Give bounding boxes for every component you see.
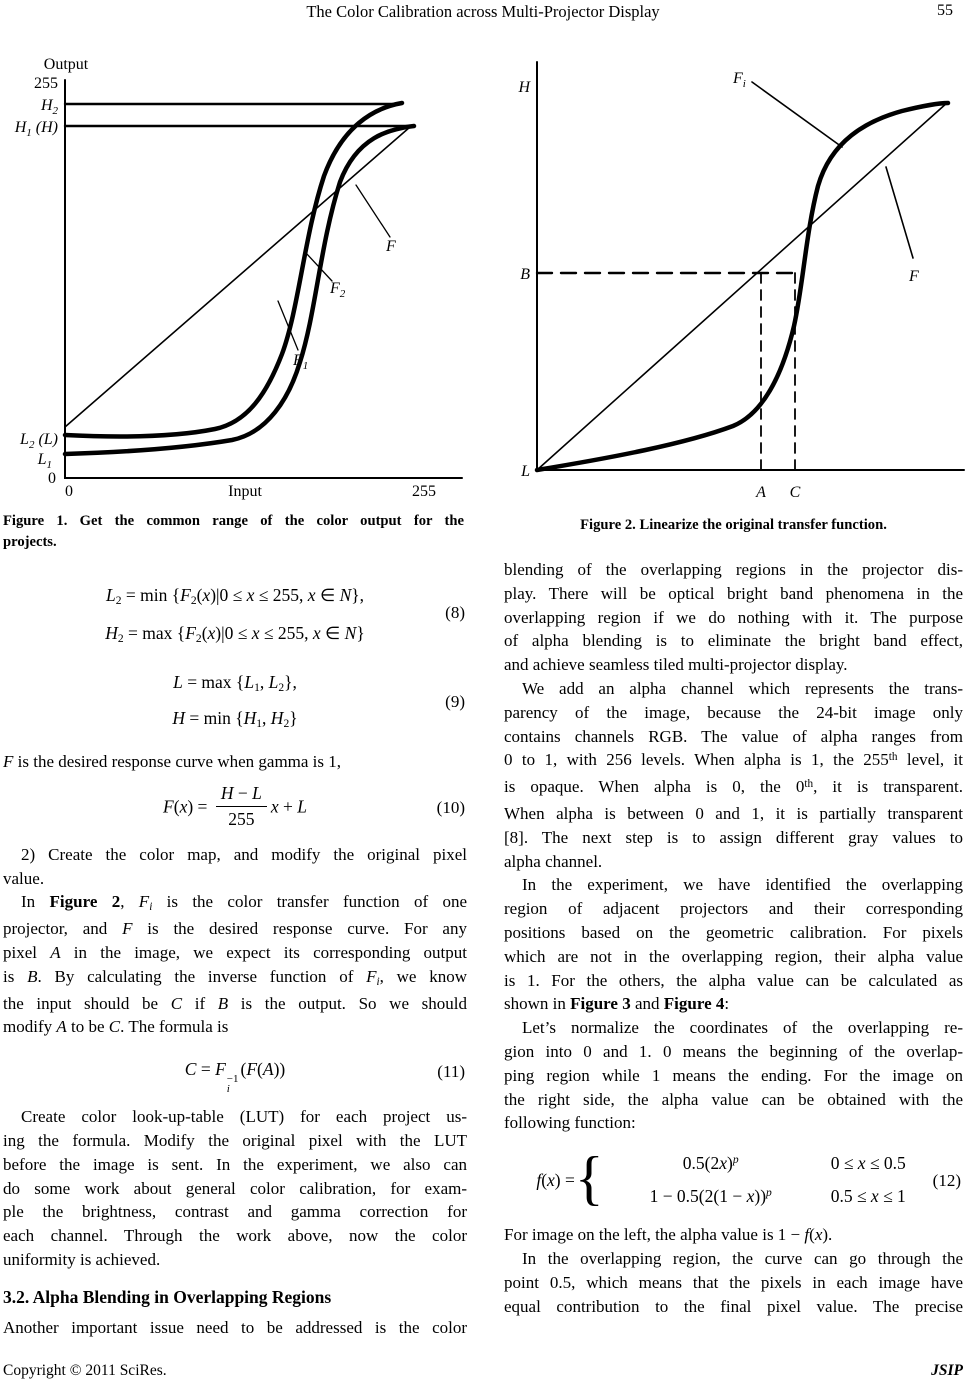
fig1-pointer-f2 bbox=[305, 252, 333, 282]
fig1-ytick-0: 0 bbox=[48, 470, 56, 487]
fig2-curve-fi bbox=[534, 100, 951, 473]
equation-11-pre: C = F bbox=[184, 1059, 226, 1080]
fig2-label-h: H bbox=[517, 79, 531, 96]
page-title: The Color Calibration across Multi-Proje… bbox=[306, 2, 660, 21]
equation-9-line-1: L = max {L1, L2}, bbox=[173, 672, 297, 695]
equation-9-number: (9) bbox=[445, 692, 465, 712]
equation-11-post: (F(A)) bbox=[240, 1059, 286, 1080]
page-number: 55 bbox=[937, 2, 953, 19]
fig2-pointer-fi bbox=[751, 81, 843, 148]
fig2-label-a: A bbox=[755, 484, 766, 501]
fig1-pointer-f bbox=[355, 184, 391, 238]
equation-10-lhs: F(x) = bbox=[163, 796, 212, 817]
paragraph-lut: Create color look-up-table (LUT) for eac… bbox=[3, 1107, 467, 1269]
equation-9: L = max {L1, L2}, H = min {H1, H2} (9) bbox=[3, 666, 467, 738]
equation-12-number: (12) bbox=[932, 1171, 961, 1191]
equation-9-line-2: H = min {H1, H2} bbox=[172, 708, 298, 731]
section-heading-3-2: 3.2. Alpha Blending in Overlapping Regio… bbox=[3, 1286, 332, 1307]
fig1-label-h2: H2 bbox=[40, 97, 59, 117]
fig2-label-fi: Fi bbox=[732, 70, 746, 90]
paragraph-gamma: F is the desired response curve when gam… bbox=[3, 752, 342, 771]
paragraph-normalize: Let’s normalize the coordinates of the o… bbox=[504, 1018, 963, 1133]
equation-12-case-2: 1 − 0.5(2(1 − x))p 0.5 ≤ x ≤ 1 bbox=[649, 1186, 906, 1207]
fig1-label-f2: F2 bbox=[329, 280, 346, 300]
equation-12: f(x) = { 0.5(2x)p 0 ≤ x ≤ 0.5 1 − 0.5(2(1… bbox=[504, 1148, 963, 1214]
fig2-line-f bbox=[536, 101, 949, 471]
paragraph-blending: blending of the overlapping regions in t… bbox=[504, 560, 963, 675]
fig2-label-f: F bbox=[908, 268, 919, 285]
paragraph-left-image-alpha: For image on the left, the alpha value i… bbox=[504, 1225, 833, 1245]
paragraph-experiment: In the experiment, we have identified th… bbox=[504, 875, 963, 1014]
equation-8: L2 = min {F2(x)|0 ≤ x ≤ 255, x ∈ N}, H2 … bbox=[3, 572, 467, 654]
equation-12-lhs: f(x) = bbox=[536, 1170, 575, 1191]
equation-8-number: (8) bbox=[445, 603, 465, 623]
fig2-label-c: C bbox=[790, 484, 801, 501]
equation-10-number: (10) bbox=[436, 798, 465, 818]
paragraph-alpha-channel: We add an alpha channel which represents… bbox=[504, 678, 963, 871]
paragraph-figure-2-explanation: In Figure 2, Fi is the color transfer fu… bbox=[3, 892, 467, 1037]
equation-10: F(x) = H − L 255 x + L (10) bbox=[3, 783, 467, 834]
fig2-axes bbox=[536, 61, 965, 471]
fig1-label-h1: H1 (H) bbox=[14, 119, 58, 139]
fig1-xlabel: Input bbox=[228, 483, 262, 500]
fig1-line-f bbox=[64, 126, 411, 428]
paragraph-another-issue: Another important issue need to be addre… bbox=[3, 1317, 467, 1337]
fig1-label-l2: L2 (L) bbox=[19, 431, 58, 451]
fig1-pointer-f1 bbox=[277, 300, 299, 351]
fig1-xtick-255: 255 bbox=[412, 483, 436, 500]
left-column: L2 = min {F2(x)|0 ≤ x ≤ 255, x ∈ N}, H2 … bbox=[3, 572, 467, 1340]
right-column: blending of the overlapping regions in t… bbox=[504, 558, 963, 1318]
fig1-ylabel: Output bbox=[44, 56, 89, 73]
fig1-axes bbox=[64, 79, 463, 479]
figure-2-caption: Figure 2. Linearize the original transfe… bbox=[580, 517, 887, 533]
equation-11-number: (11) bbox=[437, 1062, 465, 1082]
fig2-label-b: B bbox=[520, 266, 530, 283]
fig1-curve-f1 bbox=[62, 123, 417, 457]
equation-8-line-1: L2 = min {F2(x)|0 ≤ x ≤ 255, x ∈ N}, bbox=[105, 585, 365, 608]
equation-11-supsub: −1 i bbox=[226, 1073, 239, 1096]
cases-brace: { bbox=[574, 1145, 604, 1212]
fig1-label-l1: L1 bbox=[37, 451, 52, 471]
equation-12-cases: 0.5(2x)p 0 ≤ x ≤ 0.5 1 − 0.5(2(1 − x))p 0.… bbox=[607, 1148, 931, 1214]
fig1-label-f: F bbox=[385, 238, 396, 255]
paragraph-overlapping-curve: In the overlapping region, the curve can… bbox=[504, 1248, 963, 1316]
figure-1-caption: Figure 1. Get the common range of the co… bbox=[3, 513, 464, 550]
fig2-label-l: L bbox=[520, 463, 530, 480]
fig1-curve-f2 bbox=[62, 100, 405, 439]
fig1-xtick-0: 0 bbox=[65, 483, 73, 500]
equation-10-rhs: x + L bbox=[270, 796, 307, 817]
fig2-pointer-f bbox=[885, 166, 914, 259]
equation-12-case-1: 0.5(2x)p 0 ≤ x ≤ 0.5 bbox=[682, 1153, 906, 1174]
footer-journal: JSIP bbox=[931, 1362, 963, 1379]
fig1-label-f1: F1 bbox=[292, 352, 308, 372]
equation-11: C = F −1 i (F(A)) (11) bbox=[3, 1050, 467, 1096]
fig1-ytick-255: 255 bbox=[34, 75, 58, 92]
equation-10-fraction: H − L 255 bbox=[215, 781, 267, 832]
footer-copyright: Copyright © 2011 SciRes. bbox=[3, 1362, 167, 1379]
figure-2-chart: H B L A C Fi F bbox=[517, 61, 965, 501]
equation-8-line-2: H2 = max {F2(x)|0 ≤ x ≤ 255, x ∈ N} bbox=[105, 623, 365, 646]
figure-1-chart: Output 255 H2 H1 (H) L2 (L) L1 0 0 Input… bbox=[14, 56, 463, 500]
paragraph-create-color-map: 2) Create the color map, and modify the … bbox=[3, 844, 467, 888]
